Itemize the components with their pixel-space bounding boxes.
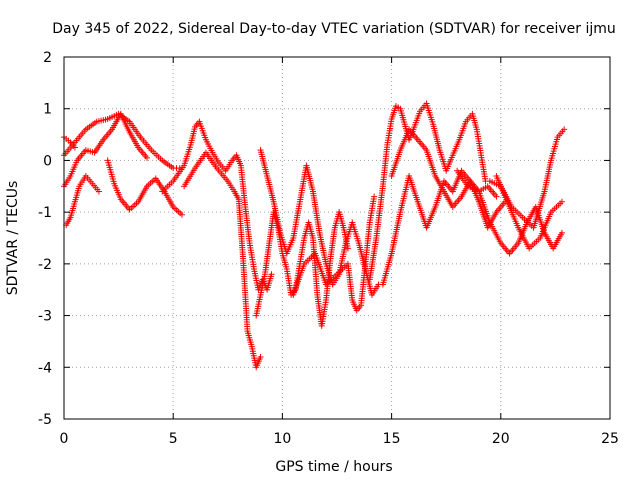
data-series [493,172,565,252]
data-series [104,157,185,218]
x-tick-label: 0 [60,431,69,447]
data-point [344,245,351,252]
x-tick-label: 15 [383,431,401,447]
chart-title: Day 345 of 2022, Sidereal Day-to-day VTE… [52,21,616,37]
y-tick-label: -2 [38,257,52,273]
y-tick-label: -4 [38,360,52,376]
data-point [95,188,102,195]
data-series [63,172,102,229]
y-tick-label: -5 [38,412,52,428]
data-point [558,229,565,236]
data-point [143,154,150,161]
data-series [61,110,150,190]
data-point [493,193,500,200]
data-point [71,144,78,151]
x-axis-label: GPS time / hours [275,459,392,475]
data-point [558,198,565,205]
data-series [366,100,489,283]
data-series [181,149,264,371]
axes: 0 5 10 15 20 25 -5 -4 -3 -2 -1 0 1 2 [38,50,619,447]
y-tick-label: 0 [43,153,52,169]
plot-frame [63,56,611,420]
x-tick-label: 5 [169,431,178,447]
grid-lines [64,57,610,419]
data-points [61,100,568,371]
data-point [561,126,568,133]
x-tick-label: 10 [273,431,291,447]
data-point [257,353,264,360]
x-tick-label: 25 [601,431,619,447]
data-series [388,126,500,210]
data-series [159,118,275,293]
y-tick-label: 1 [43,102,52,118]
data-point [268,271,275,278]
y-tick-label: -1 [38,205,52,221]
data-point [178,211,185,218]
x-tick-label: 20 [492,431,510,447]
data-point [371,193,378,200]
y-tick-label: 2 [43,50,52,66]
y-tick-label: -3 [38,309,52,325]
y-axis-label: SDTVAR / TECUs [5,181,21,296]
data-series [290,193,378,314]
data-series [454,167,565,257]
